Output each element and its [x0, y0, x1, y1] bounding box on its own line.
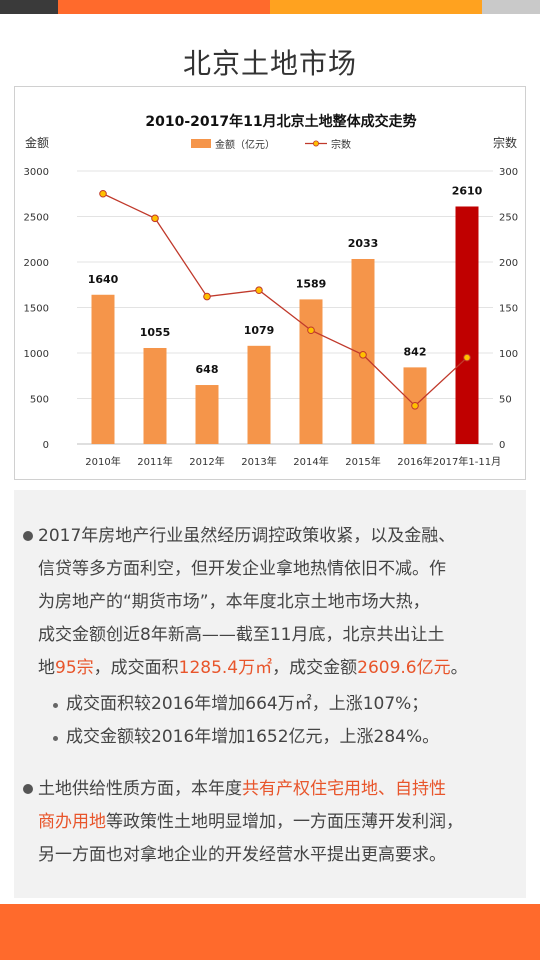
text-run: 为房地产的“期货市场”，本年度北京土地市场大热，: [38, 592, 430, 612]
x-tick-label: 2014年: [293, 455, 328, 468]
bar-value-label: 1055: [140, 326, 171, 339]
y2-axis-label: 宗数: [493, 135, 517, 150]
count-point-7: [411, 401, 419, 410]
y-tick-label: 3000: [24, 167, 49, 178]
bar-value-label: 842: [404, 345, 427, 358]
top-bar-segment-gray: [482, 0, 540, 14]
top-bar-segment-orange: [58, 0, 270, 14]
highlight-text: 1285.4万㎡: [178, 658, 273, 678]
bar-1: [91, 294, 115, 444]
y-tick-label: 0: [43, 440, 49, 451]
legend-label-count: 宗数: [331, 138, 351, 151]
highlight-text: 共有产权住宅用地、自持性: [242, 779, 446, 799]
y2-tick-label: 200: [499, 258, 518, 269]
sub-point-area: 成交面积较2016年增加664万㎡，上涨107%；: [66, 694, 429, 714]
text-run: 另一方面也对拿地企业的开发经营水平提出更高要求。: [38, 845, 446, 865]
paragraph-market-summary: 2017年房地产行业虽然经历调控政策收紧，以及金融、 信贷等多方面利空，但开发企业…: [38, 520, 468, 685]
top-bar-segment-amber: [270, 0, 482, 14]
y2-tick-label: 150: [499, 304, 518, 315]
y-tick-label: 500: [30, 395, 49, 406]
text-panel: [14, 490, 526, 898]
count-point-6: [359, 351, 367, 359]
paragraph-line: 2017年房地产行业虽然经历调控政策收紧，以及金融、: [38, 520, 468, 553]
y-axis-label: 金额: [25, 135, 49, 150]
paragraph-land-supply: 土地供给性质方面，本年度共有产权住宅用地、自持性 商办用地等政策性土地明显增加，一…: [38, 773, 463, 872]
highlight-text: 2609.6亿元: [357, 658, 451, 678]
page-title: 北京土地市场: [182, 47, 357, 80]
legend-marker-count: [312, 140, 319, 147]
bar-3: [195, 385, 219, 444]
count-point-3: [203, 292, 211, 301]
x-tick-label: 2015年: [345, 455, 380, 468]
x-tick-label: 2010年: [85, 455, 120, 468]
bar-value-label: 1589: [296, 277, 327, 290]
text-run: 土地供给性质方面，本年度: [38, 779, 242, 799]
text-run: 。: [450, 658, 468, 678]
count-point-4: [255, 286, 263, 295]
count-point-1: [99, 189, 107, 198]
legend-label-amount: 金额（亿元）: [215, 138, 275, 151]
text-run: 地: [38, 658, 55, 678]
paragraph-line: 商办用地等政策性土地明显增加，一方面压薄开发利润，: [38, 806, 463, 839]
bar-2: [143, 347, 167, 444]
highlight-text: 95宗: [55, 658, 94, 678]
sub-bullet-dot: [53, 703, 58, 708]
text-run: 2017年房地产行业虽然经历调控政策收紧，以及金融、: [38, 526, 456, 546]
bar-4: [247, 345, 271, 444]
bar-value-label: 2610: [452, 184, 483, 197]
chart-title: 2010-2017年11月北京土地整体成交走势: [145, 113, 416, 130]
paragraph-line: 地95宗，成交面积1285.4万㎡，成交金额2609.6亿元。: [38, 652, 468, 685]
text-run: ，成交金额: [272, 658, 358, 678]
count-point-8: [463, 353, 471, 362]
y2-tick-label: 0: [499, 440, 505, 451]
y-tick-label: 1500: [24, 304, 49, 315]
paragraph-line: 成交金额创近8年新高——截至11月底，北京共出让土: [38, 619, 468, 652]
x-tick-label: 2013年: [241, 455, 276, 468]
sub-point-amount: 成交金额较2016年增加1652亿元，上涨284%。: [66, 727, 440, 747]
bullet-dot: [23, 531, 33, 541]
bar-value-label: 1640: [88, 273, 119, 286]
legend-swatch-amount: [191, 139, 211, 148]
y-tick-label: 2000: [24, 258, 49, 269]
bullet-dot: [23, 784, 33, 794]
sub-bullet-dot: [53, 736, 58, 741]
x-tick-label: 2011年: [137, 455, 172, 468]
y2-tick-label: 300: [499, 167, 518, 178]
bar-5: [299, 299, 323, 444]
bar-8: [455, 206, 479, 444]
top-color-bar: [0, 0, 540, 14]
y2-tick-label: 100: [499, 349, 518, 360]
count-point-2: [151, 214, 159, 223]
x-tick-label: 2012年: [189, 455, 224, 468]
chart-panel: 2010-2017年11月北京土地整体成交走势 金额 宗数 金额（亿元） 宗数 3000 2…: [14, 86, 526, 480]
y2-tick-label: 250: [499, 213, 518, 224]
count-point-5: [307, 326, 315, 335]
paragraph-line: 土地供给性质方面，本年度共有产权住宅用地、自持性: [38, 773, 463, 806]
y2-tick-label: 50: [499, 395, 512, 406]
y-tick-label: 2500: [24, 213, 49, 224]
bar-value-label: 1079: [244, 324, 275, 337]
paragraph-line: 另一方面也对拿地企业的开发经营水平提出更高要求。: [38, 839, 463, 872]
bar-value-label: 648: [196, 363, 219, 376]
highlight-text: 商办用地: [38, 812, 106, 832]
x-tick-label: 2017年1-11月: [433, 455, 501, 468]
count-series-line: [102, 193, 468, 407]
text-run: 成交金额创近8年新高——截至11月底，北京共出让土: [38, 625, 445, 645]
text-run: ，成交面积: [93, 658, 179, 678]
x-tick-label: 2016年: [397, 455, 432, 468]
paragraph-line: 为房地产的“期货市场”，本年度北京土地市场大热，: [38, 586, 468, 619]
bar-value-label: 2033: [348, 237, 379, 250]
top-bar-segment-dark: [0, 0, 58, 14]
text-run: 信贷等多方面利空，但开发企业拿地热情依旧不减。作: [38, 559, 446, 579]
paragraph-line: 信贷等多方面利空，但开发企业拿地热情依旧不减。作: [38, 553, 468, 586]
bottom-color-bar: [0, 904, 540, 960]
text-run: 等政策性土地明显增加，一方面压薄开发利润，: [106, 812, 463, 832]
y-tick-label: 1000: [24, 349, 49, 360]
